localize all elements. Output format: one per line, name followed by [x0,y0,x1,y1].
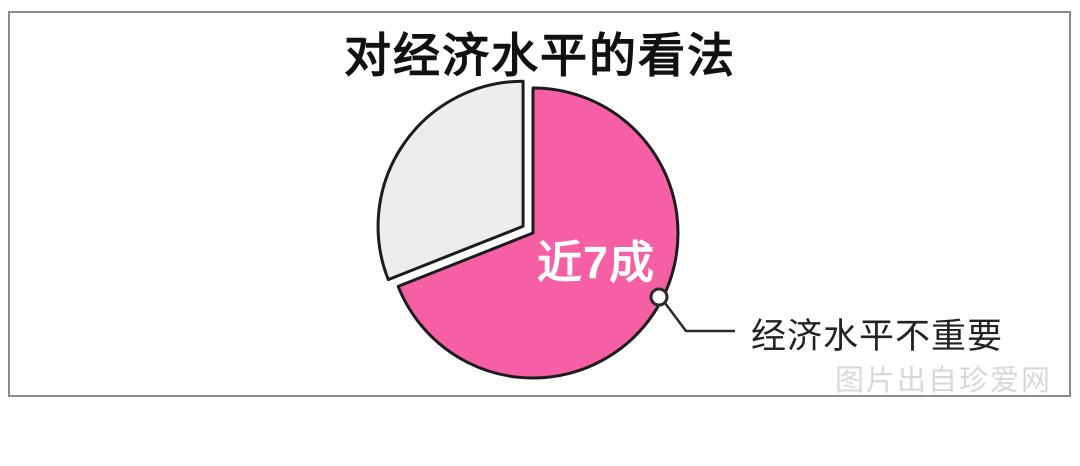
pie-slice-majority [396,86,680,380]
chart-title: 对经济水平的看法 [344,29,736,82]
pie-slices-group [376,79,680,380]
callout-leader-line [664,302,735,333]
watermark-text: 图片出自珍爱网 [834,365,1052,397]
callout-leader-group [649,287,735,333]
pie-slice-minority [376,79,525,282]
pie-slice-label-majority: 近7成 [537,237,656,288]
callout-label: 经济水平不重要 [751,317,1004,356]
callout-anchor-dot [649,287,669,307]
